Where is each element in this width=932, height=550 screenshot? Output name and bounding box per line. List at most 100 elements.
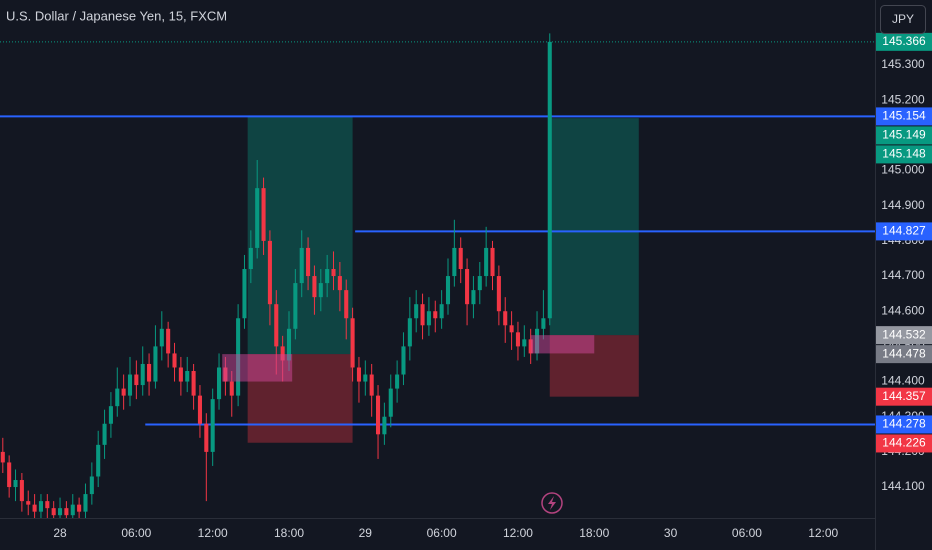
- candle-body: [522, 339, 527, 347]
- candle-body: [331, 269, 336, 277]
- candle-body: [140, 363, 145, 386]
- candle-body: [172, 353, 177, 368]
- candle-body: [433, 311, 438, 319]
- candle-body: [439, 304, 444, 319]
- candle-body: [293, 283, 298, 329]
- candle-body: [280, 346, 285, 361]
- price-badge-label: 144.357: [882, 389, 926, 403]
- currency-button[interactable]: [880, 5, 926, 34]
- candle-body: [267, 240, 272, 305]
- candle-body: [32, 504, 37, 512]
- candle-body: [261, 188, 266, 241]
- alert-circle[interactable]: [541, 492, 563, 514]
- price-badge-label: 145.154: [882, 109, 926, 123]
- candle-body: [83, 494, 88, 512]
- candle-body: [115, 388, 120, 407]
- price-badge: [876, 387, 932, 406]
- y-tick-label: 145.200: [881, 92, 925, 106]
- candle-body: [121, 388, 126, 396]
- x-tick-label: 06:00: [121, 526, 151, 540]
- price-badge-label: 144.278: [882, 417, 926, 431]
- candle-body: [426, 311, 431, 326]
- candle-body: [159, 328, 164, 347]
- price-badge-label: 144.532: [882, 327, 926, 341]
- y-tick-label: 144.600: [881, 303, 925, 317]
- candle-body: [197, 395, 202, 424]
- candle-body: [344, 290, 349, 319]
- x-tick-label: 29: [359, 526, 373, 540]
- candle-body: [484, 247, 489, 277]
- candle-body: [509, 325, 514, 333]
- axes: 144.100144.200144.300144.400144.500144.6…: [53, 32, 932, 540]
- zone: [530, 335, 595, 354]
- candle-body: [147, 363, 152, 382]
- candle-body: [13, 480, 18, 488]
- candle-body: [19, 480, 24, 502]
- candle-body: [185, 371, 190, 382]
- alert-bolt[interactable]: [548, 496, 556, 510]
- x-tick-label: 18:00: [579, 526, 609, 540]
- price-badge-label: 145.148: [882, 147, 926, 161]
- candle-body: [51, 508, 56, 516]
- candle-body: [306, 247, 311, 277]
- chart-title: U.S. Dollar / Japanese Yen, 15, FXCM: [6, 8, 227, 23]
- candle-body: [503, 311, 508, 326]
- price-badge-label: 145.366: [882, 34, 926, 48]
- alert-icon[interactable]: [541, 492, 563, 514]
- candle-body: [134, 374, 139, 386]
- x-tick-label: 06:00: [427, 526, 457, 540]
- candle-body: [45, 501, 50, 509]
- price-badge-label: 144.827: [882, 224, 926, 238]
- price-badge: [876, 326, 932, 345]
- candle-body: [375, 395, 381, 435]
- y-tick-label: 144.900: [881, 198, 925, 212]
- candle-body: [515, 332, 520, 347]
- price-badge: [876, 415, 932, 434]
- candle-body: [445, 276, 451, 305]
- candle-body: [401, 346, 406, 375]
- price-badge: [876, 145, 932, 164]
- candle-body: [547, 41, 552, 319]
- candle-body: [248, 247, 253, 270]
- candle-body: [255, 188, 260, 248]
- x-tick-label: 12:00: [503, 526, 533, 540]
- candle-body: [490, 247, 495, 277]
- price-badge: [876, 32, 932, 51]
- candle-body: [89, 476, 94, 495]
- candle-body: [471, 290, 476, 305]
- candle-body: [420, 304, 425, 326]
- x-tick-label: 06:00: [732, 526, 762, 540]
- y-tick-label: 144.400: [881, 374, 925, 388]
- candle-body: [217, 367, 222, 400]
- candle-body: [7, 462, 12, 488]
- candle-body: [388, 388, 393, 417]
- candle-body: [0, 451, 5, 463]
- candle-body: [153, 346, 158, 382]
- candle-body: [496, 276, 501, 312]
- x-tick-label: 30: [664, 526, 678, 540]
- price-badge: [876, 345, 932, 364]
- candle-body: [325, 269, 330, 284]
- candle-body: [77, 504, 82, 512]
- candle-body: [337, 276, 342, 291]
- candle-body: [477, 276, 482, 291]
- y-tick-label: 145.000: [881, 163, 925, 177]
- candle-body: [312, 276, 317, 298]
- candle-body: [382, 416, 387, 435]
- y-tick-label: 144.700: [881, 268, 925, 282]
- candle-body: [127, 374, 133, 396]
- candle-body: [286, 328, 292, 361]
- candle-body: [465, 269, 470, 305]
- plot-area: [0, 33, 875, 518]
- candle-body: [541, 318, 546, 329]
- x-tick-label: 28: [53, 526, 67, 540]
- candle-body: [108, 406, 113, 424]
- currency-label[interactable]: JPY: [892, 12, 914, 26]
- y-tick-label: 144.100: [881, 479, 925, 493]
- candle-body: [102, 423, 107, 445]
- x-tick-label: 12:00: [198, 526, 228, 540]
- candle-body: [318, 283, 323, 298]
- price-badge: [876, 222, 932, 241]
